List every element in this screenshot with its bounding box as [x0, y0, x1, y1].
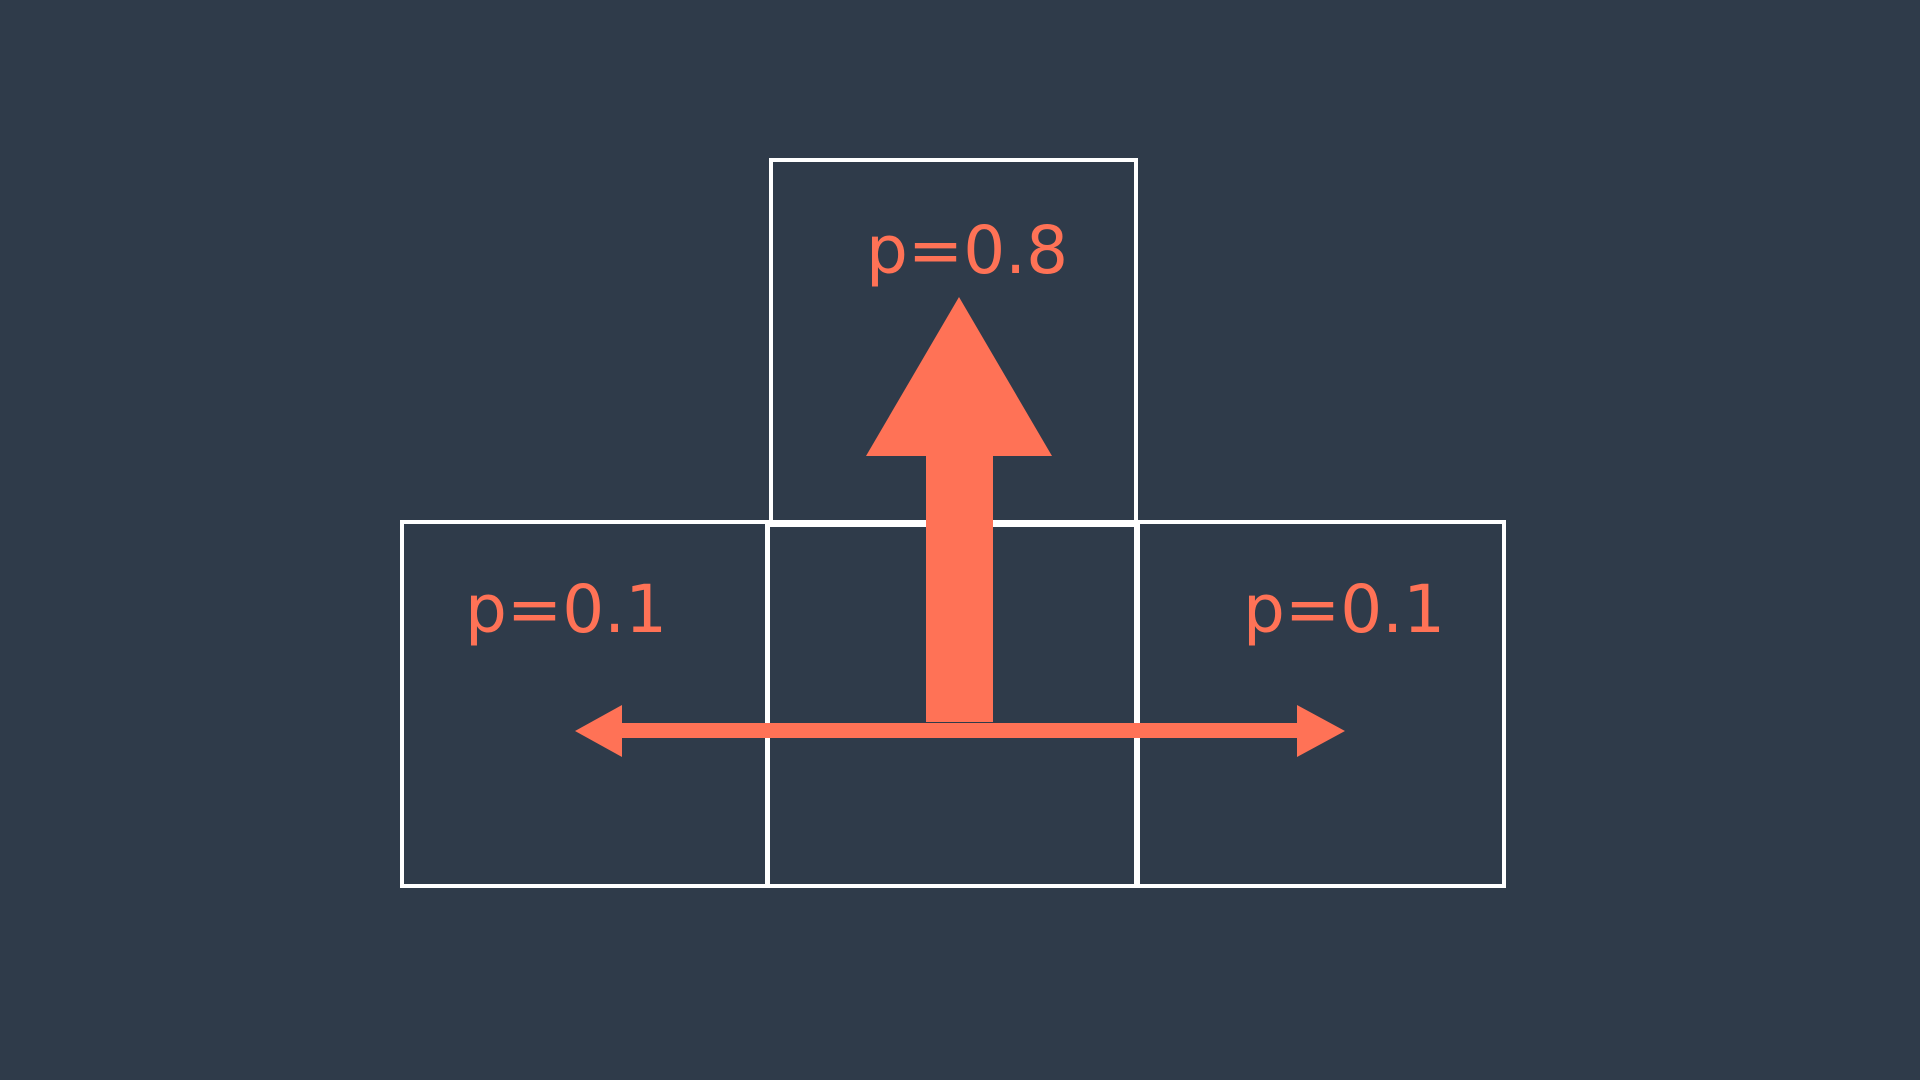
probability-label-left: p=0.1: [465, 571, 668, 648]
grid-cell-center: [766, 520, 1138, 888]
probability-label-up: p=0.8: [866, 212, 1069, 289]
probability-label-right: p=0.1: [1243, 571, 1446, 648]
grid-cell-right: [1136, 520, 1506, 888]
